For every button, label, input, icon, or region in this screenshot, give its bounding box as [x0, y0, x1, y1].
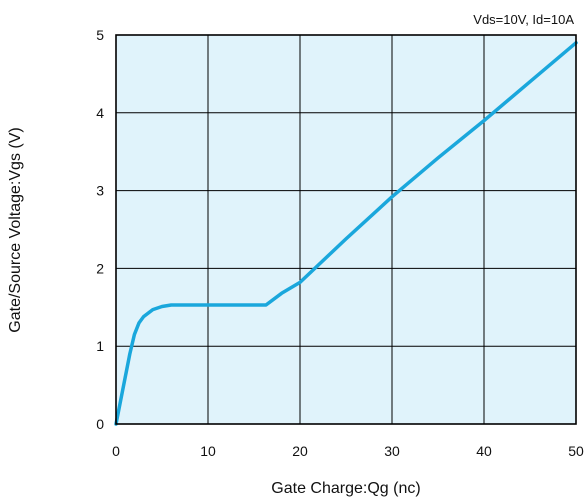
x-tick-label: 30 [384, 443, 400, 459]
y-axis-label: Gate/Source Voltage:Vgs (V) [7, 127, 24, 332]
y-tick-labels: 0 1 2 3 4 5 [96, 27, 104, 432]
y-tick-label: 1 [96, 338, 104, 354]
y-tick-label: 3 [96, 183, 104, 199]
vgs-curve [114, 41, 578, 426]
y-tick-label: 0 [96, 416, 104, 432]
x-tick-label: 50 [568, 443, 584, 459]
plot-area [116, 35, 576, 424]
x-tick-labels: 0 10 20 30 40 50 [112, 443, 584, 459]
series-layer [114, 41, 578, 426]
x-tick-label: 10 [200, 443, 216, 459]
y-tick-label: 2 [96, 260, 104, 276]
x-tick-label: 0 [112, 443, 120, 459]
y-tick-label: 5 [96, 27, 104, 43]
test-condition-annotation: Vds=10V, Id=10A [473, 12, 574, 27]
x-tick-label: 20 [292, 443, 308, 459]
y-tick-label: 4 [96, 105, 104, 121]
x-tick-label: 40 [476, 443, 492, 459]
x-axis-label: Gate Charge:Qg (nc) [271, 480, 420, 497]
plot-border [115, 34, 577, 425]
